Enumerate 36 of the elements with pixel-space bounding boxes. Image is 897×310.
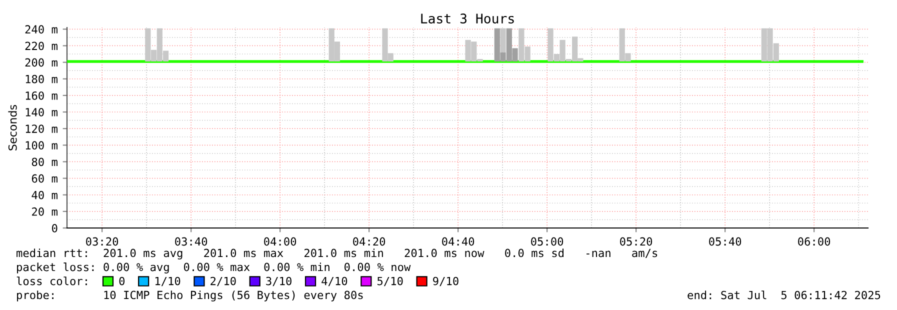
y-tick-label: 100 m [26,141,58,150]
text: end: Sat Jul 5 06:11:42 2025 [688,290,880,300]
y-tick-label: 240 m [25,25,58,34]
legend-label: 3/10 [266,276,292,286]
y-tick-label: 200 m [25,58,58,67]
y-axis-title: Seconds [8,104,17,150]
y-tick-label: 140 m [26,108,58,116]
legend-label: 0 [119,276,125,286]
x-tick-label: 04:20 [353,237,386,246]
legend-title: loss color: [16,276,87,286]
chart-title: Last 3 Hours [421,14,514,24]
y-tick-label: 40 m [32,190,58,200]
x-tick-label: 03:20 [86,237,118,246]
text: median rtt: 201.0 ms avg 201.0 ms max 201.0 ms min 201.0 ms now 0.0 ms sd -nan am/s [16,248,658,260]
legend-label: 9/10 [433,276,458,286]
y-tick-label: 20 m [32,207,58,216]
legend-label: 1/10 [155,276,180,286]
y-tick-label: 160 m [26,91,58,100]
y-tick-label: 220 m [25,42,58,50]
legend-label: 2/10 [210,276,236,286]
y-tick-label: 60 m [32,174,58,183]
text: probe: 10 ICMP Echo Pings (56 Bytes) every 80s [17,290,363,302]
x-tick-label: 04:00 [264,237,296,246]
y-tick-label: 80 m [32,158,58,166]
x-tick-label: 03:40 [175,237,208,246]
x-tick-label: 04:40 [442,237,474,246]
x-tick-label: 05:20 [620,237,652,246]
x-tick-label: 05:00 [531,237,564,246]
x-tick-label: 06:00 [798,237,830,246]
text: packet loss: 0.00 % avg 0.00 % max 0.00 % min 0.00 % now [17,262,411,274]
legend-label: 5/10 [377,276,403,286]
y-tick-label: 120 m [26,124,58,133]
legend-label: 4/10 [322,276,348,286]
x-tick-label: 05:40 [709,237,742,246]
y-tick-label: 0 [52,224,58,232]
y-tick-label: 180 m [26,74,58,84]
